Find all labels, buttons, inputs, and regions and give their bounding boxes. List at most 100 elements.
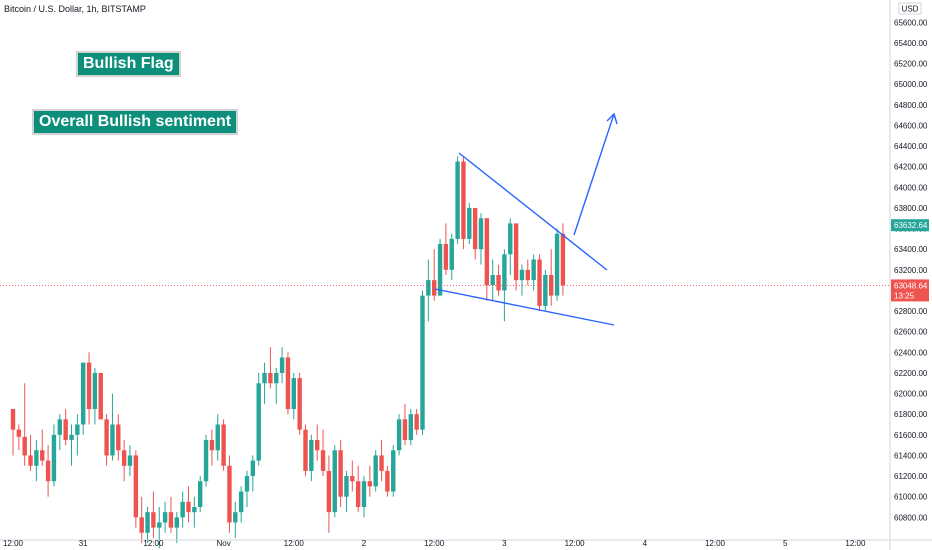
candle-body [16,429,22,437]
candle-body [350,476,355,482]
candle-body [256,383,261,461]
current-price-label: 63048.64 [894,281,928,290]
x-tick-label: 31 [79,539,88,548]
candle-body [543,274,548,306]
candle-body [373,455,378,487]
candle-body [110,424,115,456]
y-tick-label: 64000.00 [894,183,928,192]
candle-body [86,362,92,410]
candle-body [221,424,226,466]
y-tick-label: 63400.00 [894,245,928,254]
y-tick-label: 62800.00 [894,307,928,316]
x-tick-label: 12:00 [424,539,445,548]
candle-body [496,274,501,291]
candle-body [139,517,144,533]
candle-body [432,280,437,296]
symbol-header: Bitcoin / U.S. Dollar, 1h, BITSTAMP [4,4,146,14]
currency-label: USD [902,5,919,14]
candle-body [250,460,256,477]
breakout-arrow-line [573,113,615,236]
candle-body [560,233,566,286]
candle-body [396,419,402,451]
x-tick-label: 4 [643,539,648,548]
candle-body [408,414,413,440]
candle-body [75,424,80,435]
candle-body [379,455,384,471]
candle-body [45,460,51,482]
candle-body [449,238,454,270]
y-tick-label: 64800.00 [894,101,928,110]
candle-body [244,476,250,492]
y-tick-label: 64200.00 [894,163,928,172]
candle-body [367,481,373,487]
y-tick-label: 60800.00 [894,513,928,522]
candle-body [309,439,314,471]
candle-body [279,357,285,373]
candle-body [215,424,220,451]
y-tick-label: 63200.00 [894,266,928,275]
y-tick-label: 62600.00 [894,328,928,337]
candle-body [69,434,74,440]
candle-body [238,491,244,513]
high-price-label: 63632.64 [894,221,928,230]
y-tick-label: 61200.00 [894,472,928,481]
time-axis: 12:00 31 12:00 Nov 12:00 2 12:00 3 12:00 4 12:00 5 1… [3,539,866,548]
breakout-arrowhead-icon [606,112,618,125]
y-tick-label: 61600.00 [894,431,928,440]
candle-body [549,274,554,296]
candle-body [303,429,308,471]
candle-body [385,470,390,492]
candle-body [355,481,361,507]
y-tick-label: 61400.00 [894,451,928,460]
candle-body [297,378,302,430]
candle-body [63,419,68,440]
bar-countdown-label: 13:25 [894,291,915,300]
candle-body [285,357,291,410]
x-tick-label: 2 [362,539,367,548]
candle-body [513,223,519,281]
candle-body [186,501,191,513]
candle-body [262,372,267,384]
candle-body [490,274,495,286]
candle-body [162,512,168,523]
candle-body [51,434,57,482]
candle-body [502,254,507,291]
candle-body [203,439,209,482]
candle-body [81,362,86,425]
candle-body [127,455,133,466]
y-tick-label: 62400.00 [894,348,928,357]
candle-body [537,259,542,306]
y-tick-label: 61800.00 [894,410,928,419]
x-tick-label: Nov [216,539,230,548]
x-tick-label: 5 [783,539,788,548]
bullish-flag-label: Bullish Flag [76,51,181,77]
candle-body [508,223,513,255]
candle-body [209,439,215,451]
x-tick-label: 3 [502,539,507,548]
candle-body [525,269,530,281]
candle-body [92,372,98,410]
candle-body [361,481,367,507]
x-tick-label: 12:00 [705,539,726,548]
y-tick-label: 62200.00 [894,369,928,378]
currency-box [898,2,922,15]
y-tick-label: 65000.00 [894,80,928,89]
candle-body [274,372,279,384]
x-tick-label: 12:00 [284,539,305,548]
candle-body [174,517,179,528]
candle-body [531,259,536,281]
x-tick-label: 12:00 [143,539,164,548]
candle-body [554,233,560,296]
candle-body [315,439,320,451]
flag-annotation [434,112,618,326]
flag-upper-trendline [458,152,608,271]
candle-body [10,409,16,430]
candle-body [227,465,232,523]
candle-body [104,419,109,456]
candle-body [478,218,484,250]
y-tick-label: 63800.00 [894,204,928,213]
candle-body [437,244,443,296]
